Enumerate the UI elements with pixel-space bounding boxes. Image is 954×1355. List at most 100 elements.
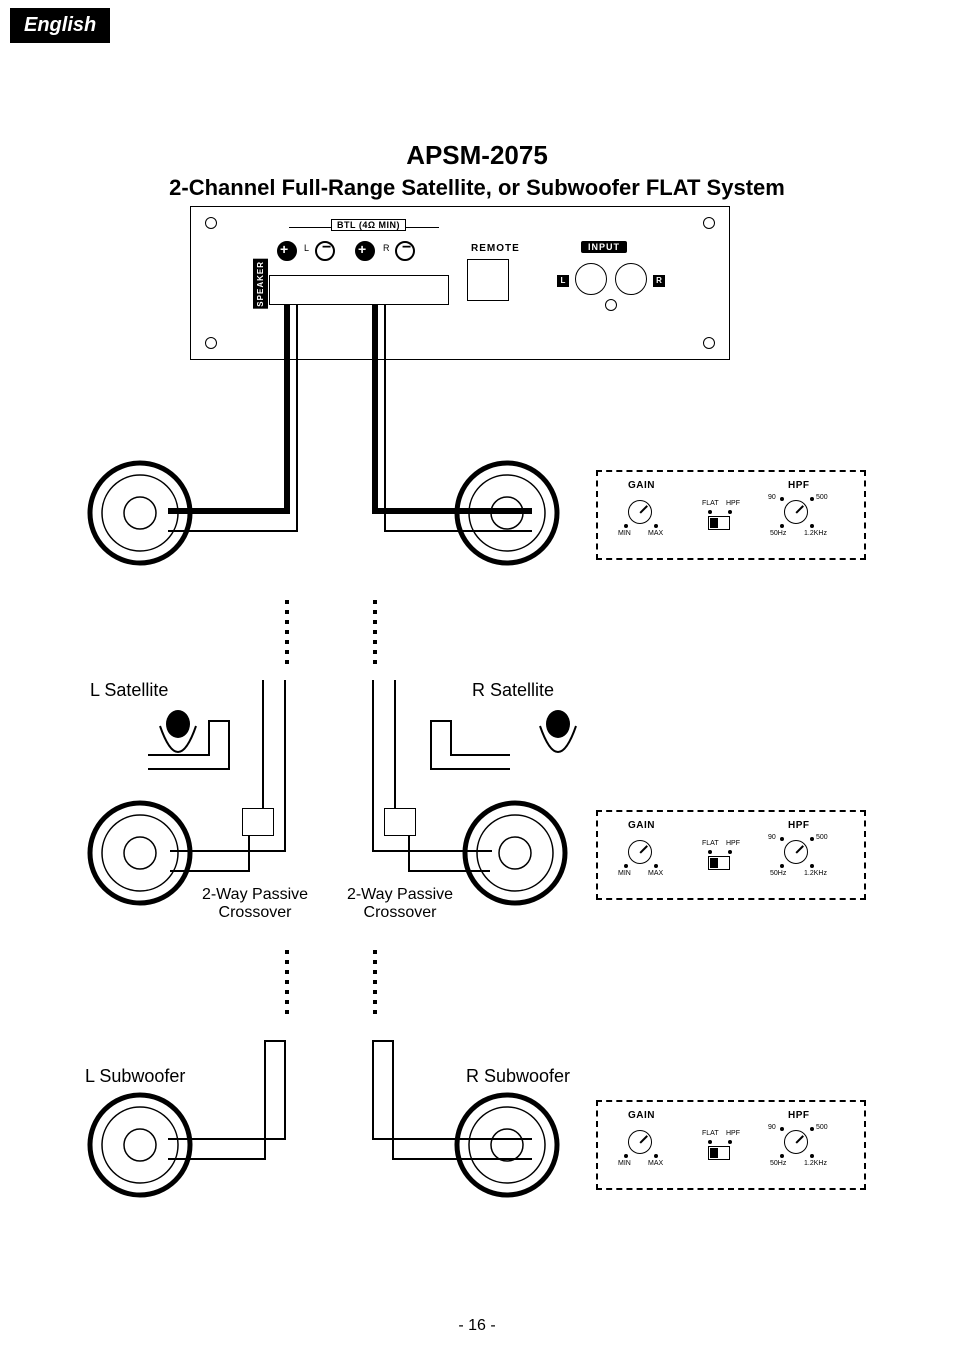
amplifier-panel: BTL (4Ω MIN) SPEAKER + L − + R − REMOTE … [190,206,730,360]
crossover-label: 2-Way Passive Crossover [340,886,460,923]
screw-icon [703,337,715,349]
90-label: 90 [768,1124,776,1131]
wire [450,720,452,756]
speaker-icon [452,1090,562,1200]
wire [228,720,230,770]
wire [384,304,386,532]
1.2khz-label: 1.2KHz [804,530,827,537]
wire [372,304,378,514]
dot-icon [654,864,658,868]
dot-icon [780,497,784,501]
dot-icon [654,524,658,528]
l-satellite-label: L Satellite [90,680,168,701]
500-label: 500 [816,1124,828,1131]
plus-icon: + [280,241,288,257]
remote-label: REMOTE [471,243,520,254]
dot-icon [780,864,784,868]
gain-knob-icon [628,840,652,864]
model-title: APSM-2075 [0,140,954,171]
wire [208,720,210,756]
hpf-switch-label: HPF [726,840,740,847]
terminal-block [269,275,449,305]
wire [284,1040,286,1140]
500-label: 500 [816,494,828,501]
subtitle: 2-Channel Full-Range Satellite, or Subwo… [0,175,954,201]
wire [430,720,452,722]
rca-r-icon [615,263,647,295]
1.2khz-label: 1.2KHz [804,870,827,877]
crossover-box-icon [242,808,274,836]
crossover-label: 2-Way Passive Crossover [195,886,315,923]
r-subwoofer-label: R Subwoofer [466,1066,570,1087]
dot-icon [780,837,784,841]
dot-icon [708,850,712,854]
dot-icon [810,497,814,501]
wire [264,1040,266,1160]
min-label: MIN [618,530,631,537]
language-tab: English [10,8,110,43]
hpf-knob-icon [784,1130,808,1154]
hpf-knob-icon [784,500,808,524]
control-panel: GAIN MIN MAX FLAT HPF HPF 90 500 50Hz 1.… [596,1100,866,1190]
control-panel: GAIN MIN MAX FLAT HPF HPF 90 500 50Hz 1.… [596,470,866,560]
plus-icon: + [358,241,366,257]
flat-label: FLAT [702,500,719,507]
min-label: MIN [618,870,631,877]
flat-label: FLAT [702,1130,719,1137]
dot-icon [728,850,732,854]
minus-icon: − [322,239,331,257]
hpf-switch-label: HPF [726,1130,740,1137]
control-panel: GAIN MIN MAX FLAT HPF HPF 90 500 50Hz 1.… [596,810,866,900]
remote-jack [467,259,509,301]
speaker-icon [85,458,195,568]
dot-icon [810,1154,814,1158]
crossover-box-icon [384,808,416,836]
dot-icon [624,864,628,868]
dot-icon [780,1154,784,1158]
flat-label: FLAT [702,840,719,847]
wire [208,720,230,722]
max-label: MAX [648,870,663,877]
wire [248,836,250,872]
hpf-label: HPF [788,820,810,831]
title-block: APSM-2075 2-Channel Full-Range Satellite… [0,140,954,201]
dot-icon [810,1127,814,1131]
l-label: L [304,243,309,253]
dot-icon [654,1154,658,1158]
input-label: INPUT [581,241,627,253]
500-label: 500 [816,834,828,841]
wire [284,680,286,850]
flat-hpf-switch-icon [708,1146,730,1160]
50hz-label: 50Hz [770,870,786,877]
minus-icon: − [402,239,411,257]
screw-icon [205,217,217,229]
l-box-icon: L [557,275,569,287]
btl-label: BTL (4Ω MIN) [331,219,406,231]
wire [394,680,396,810]
screw-icon [703,217,715,229]
dot-icon [708,510,712,514]
gain-knob-icon [628,1130,652,1154]
flat-hpf-switch-icon [708,516,730,530]
dotted-line [284,950,290,1014]
dot-icon [810,864,814,868]
hpf-label: HPF [788,480,810,491]
wire [262,680,264,810]
tweeter-icon [150,706,206,776]
dot-icon [728,1140,732,1144]
dot-icon [780,1127,784,1131]
wire [264,1040,286,1042]
dot-icon [810,837,814,841]
screw-icon [205,337,217,349]
r-box-icon: R [653,275,665,287]
speaker-label: SPEAKER [253,259,268,309]
page-number: - 16 - [0,1317,954,1335]
wire [450,754,510,756]
wire [372,1040,394,1042]
dot-icon [728,510,732,514]
speaker-icon [85,798,195,908]
wire [284,304,290,514]
dotted-line [284,600,290,664]
tweeter-icon [530,706,586,776]
50hz-label: 50Hz [770,1160,786,1167]
